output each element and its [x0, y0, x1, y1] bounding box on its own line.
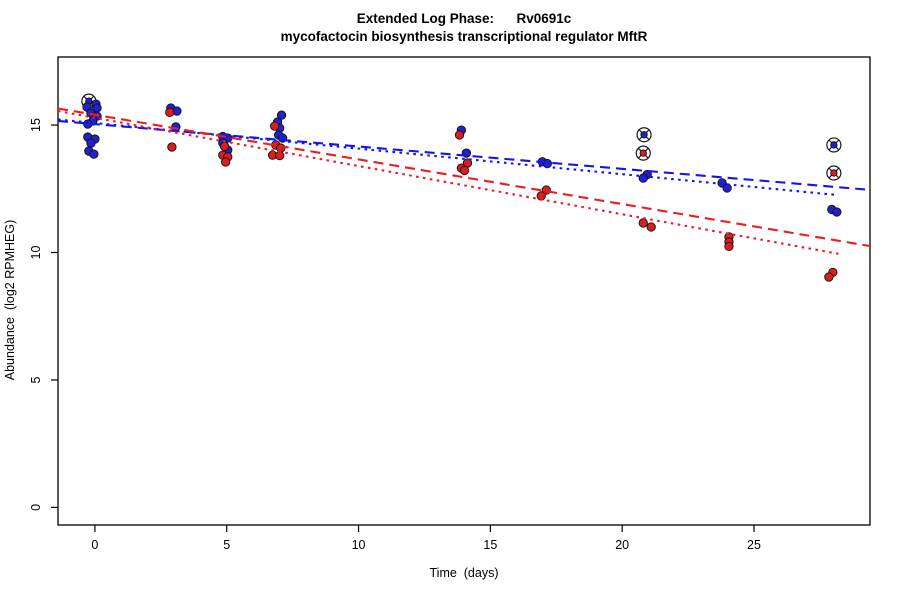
x-axis-label: Time (days)	[429, 566, 499, 580]
y-tick-label: 0	[29, 504, 43, 511]
data-point-blue-flagged-outliers	[640, 131, 648, 139]
data-point-red-flagged-outliers	[639, 149, 647, 157]
x-tick-label: 10	[352, 538, 366, 552]
data-point-red-replicates	[219, 141, 230, 152]
chart-subtitle: mycofactocin biosynthesis transcriptiona…	[280, 29, 648, 44]
data-point-red-replicates	[646, 222, 656, 232]
data-point-blue-replicates	[86, 138, 96, 148]
x-tick-label: 15	[483, 538, 497, 552]
x-tick-label: 20	[615, 538, 629, 552]
outlier-circle-x-icon	[636, 127, 652, 143]
y-tick-label: 5	[29, 376, 43, 383]
x-tick-label: 25	[747, 538, 761, 552]
trend-line-red-fit-dashed	[57, 107, 870, 247]
y-tick-label: 10	[29, 246, 43, 260]
data-point-red-replicates	[454, 130, 465, 140]
data-point-red-replicates	[167, 142, 177, 152]
plot-border	[57, 56, 871, 526]
outlier-circle-x-icon	[635, 145, 651, 161]
data-point-blue-replicates	[276, 110, 287, 120]
trend-line-blue-fit-dotted	[57, 118, 839, 197]
outlier-circle-x-icon	[826, 137, 842, 153]
outlier-circle-x-icon	[826, 165, 842, 181]
data-point-red-flagged-outliers	[830, 169, 838, 177]
data-point-red-replicates	[275, 150, 285, 161]
data-point-red-replicates	[270, 121, 280, 131]
data-point-blue-replicates	[638, 173, 648, 183]
x-tick-label: 0	[91, 538, 98, 552]
data-point-red-replicates	[638, 218, 648, 228]
y-tick-label: 15	[29, 118, 43, 132]
chart-title: Extended Log Phase: Rv0691c	[356, 11, 572, 26]
data-point-red-replicates	[221, 157, 231, 167]
data-point-blue-flagged-outliers	[830, 141, 838, 149]
data-point-red-replicates	[824, 272, 834, 282]
y-axis-label: Abundance (log2 RPMHEG)	[3, 219, 17, 381]
data-point-red-replicates	[724, 241, 734, 252]
data-point-blue-replicates	[89, 149, 99, 159]
data-point-blue-replicates	[832, 207, 842, 217]
data-point-red-replicates	[459, 165, 470, 176]
x-tick-label: 5	[223, 538, 230, 552]
data-point-red-replicates	[165, 107, 175, 117]
